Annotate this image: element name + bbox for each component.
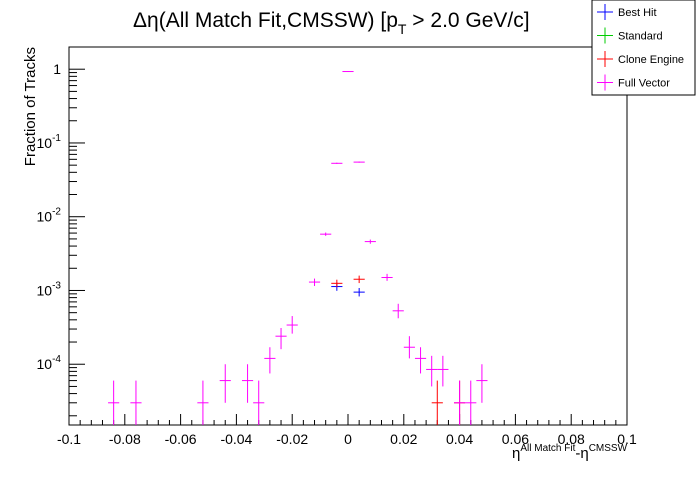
x-tick-label: 0.06 — [502, 431, 529, 447]
data-points — [108, 71, 488, 425]
x-tick-label: -0.1 — [57, 431, 81, 447]
x-tick-label: 0.04 — [446, 431, 473, 447]
x-tick-labels: -0.1 -0.08 -0.06 -0.04 -0.02 0 0.02 0.04 0.06 0.0… — [57, 431, 637, 447]
y-tick-label: 10-2 — [37, 207, 62, 225]
y-tick-labels: 10-410-310-210-11 — [37, 61, 62, 372]
legend-entry: Standard — [597, 27, 663, 44]
data-point — [320, 232, 332, 236]
data-point — [353, 161, 365, 163]
y-tick-base: 1 — [53, 61, 61, 77]
legend-entries: Best Hit Standard Clone Engine Full Vector — [597, 4, 684, 91]
x-tick-label: 0.02 — [390, 431, 417, 447]
legend: Best Hit Standard Clone Engine Full Vector — [591, 0, 696, 96]
x-axis-label-base1: η — [512, 445, 520, 462]
data-point — [253, 380, 265, 425]
legend-label: Standard — [618, 31, 663, 43]
y-tick-label: 1 — [53, 61, 61, 77]
y-tick-exponent: -1 — [52, 133, 61, 144]
plot-frame — [68, 46, 628, 426]
legend-entry: Best Hit — [597, 4, 657, 20]
data-point — [431, 380, 443, 425]
x-tick-label: 0.08 — [558, 431, 585, 447]
y-tick-base: 10 — [37, 282, 53, 298]
legend-entry: Clone Engine — [597, 51, 684, 67]
data-point — [364, 239, 376, 244]
chart-title-main: Δη(All Match Fit,CMSSW) [p — [133, 9, 398, 32]
y-tick-label: 10-3 — [37, 280, 62, 298]
y-tick-label: 10-4 — [37, 354, 62, 372]
legend-label: Full Vector — [618, 78, 670, 90]
data-point — [331, 162, 343, 164]
x-axis-label-sup2: CMSSW — [589, 443, 628, 454]
x-axis-label: ηAll Match Fit-ηCMSSW — [512, 443, 628, 462]
y-axis-ticks — [69, 46, 85, 417]
data-point — [476, 364, 488, 403]
data-point — [264, 347, 276, 374]
data-point — [108, 380, 120, 425]
x-tick-label: -0.04 — [220, 431, 252, 447]
x-tick-label: -0.08 — [109, 431, 141, 447]
data-point — [454, 380, 466, 425]
y-tick-exponent: -2 — [52, 207, 61, 218]
x-tick-label: -0.06 — [165, 431, 197, 447]
data-point — [426, 355, 438, 387]
data-point — [392, 303, 404, 319]
data-point — [331, 279, 343, 288]
data-point — [197, 380, 209, 425]
y-tick-base: 10 — [37, 356, 53, 372]
data-point — [437, 355, 449, 387]
chart-title-tail: > 2.0 GeV/c] — [406, 9, 529, 32]
data-point — [241, 364, 254, 403]
y-axis-label: Fraction of Tracks — [22, 47, 39, 166]
data-point — [342, 71, 354, 73]
data-point — [286, 316, 298, 334]
chart-title: Δη(All Match Fit,CMSSW) [pT > 2.0 GeV/c] — [133, 9, 530, 37]
data-point — [414, 347, 427, 374]
y-tick-exponent: -3 — [52, 280, 61, 291]
legend-entry: Full Vector — [597, 74, 670, 91]
legend-label: Clone Engine — [618, 54, 684, 66]
data-point — [403, 336, 415, 359]
data-point — [353, 275, 365, 284]
x-axis-label-mid: -η — [575, 445, 588, 462]
legend-label: Best Hit — [618, 7, 657, 19]
data-point — [130, 380, 142, 425]
y-tick-base: 10 — [37, 209, 53, 225]
y-tick-base: 10 — [37, 135, 53, 151]
y-tick-label: 10-1 — [37, 133, 62, 151]
data-point — [353, 288, 365, 297]
data-point — [219, 364, 231, 403]
chart-title-subscript: T — [398, 21, 407, 37]
data-point — [465, 380, 477, 425]
x-tick-label: -0.02 — [276, 431, 308, 447]
series-clone-engine — [331, 275, 466, 425]
y-tick-exponent: -4 — [52, 354, 61, 365]
x-tick-label: 0.1 — [617, 431, 637, 447]
data-point — [275, 327, 287, 350]
series-full-vector — [108, 71, 488, 425]
x-axis-label-sup1: All Match Fit — [520, 443, 575, 454]
x-tick-label: 0 — [344, 431, 352, 447]
data-point — [308, 278, 321, 286]
x-axis-ticks — [68, 414, 628, 425]
legend-box — [591, 0, 696, 96]
series-best-hit — [331, 282, 365, 297]
data-point — [381, 273, 393, 281]
